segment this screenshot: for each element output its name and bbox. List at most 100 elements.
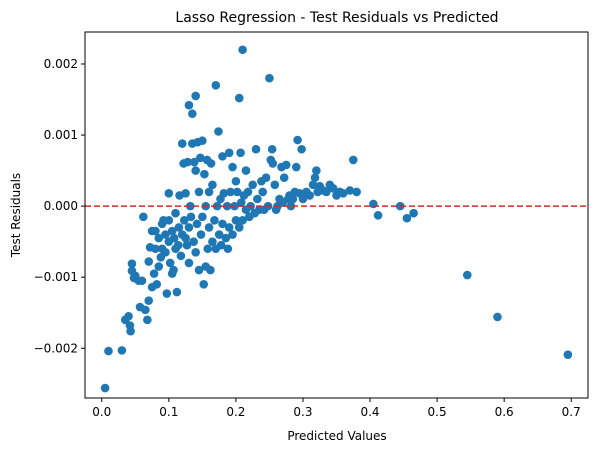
data-point-131 [258, 188, 267, 197]
data-point-14 [139, 212, 148, 221]
data-point-115 [236, 149, 245, 158]
data-point-18 [144, 257, 153, 266]
data-point-68 [191, 166, 200, 175]
data-point-86 [206, 266, 215, 275]
data-point-122 [244, 188, 253, 197]
data-point-172 [349, 156, 358, 165]
data-point-94 [214, 127, 223, 136]
data-point-117 [238, 45, 247, 54]
data-point-13 [138, 276, 147, 285]
data-point-70 [193, 220, 202, 229]
data-point-153 [293, 136, 302, 145]
data-point-138 [268, 159, 277, 168]
data-point-45 [173, 288, 182, 297]
data-point-59 [185, 223, 194, 232]
data-point-127 [252, 145, 261, 154]
data-point-108 [228, 163, 237, 172]
data-point-125 [248, 181, 257, 190]
data-point-179 [463, 271, 472, 280]
data-point-69 [191, 92, 200, 101]
data-point-32 [161, 248, 170, 257]
data-point-178 [409, 209, 418, 218]
data-point-139 [271, 181, 280, 190]
data-point-152 [292, 163, 301, 172]
data-point-77 [198, 136, 207, 145]
data-point-65 [189, 237, 198, 246]
x-tick-label: 0.1 [159, 405, 178, 419]
x-axis-ticks: 0.0 0.1 0.2 0.3 0.4 0.5 0.6 0.7 [92, 398, 581, 419]
data-point-113 [235, 94, 244, 103]
data-point-6 [126, 327, 135, 336]
x-tick-label: 0.2 [226, 405, 245, 419]
x-tick-label: 0.5 [428, 405, 447, 419]
y-axis-ticks: −0.002 −0.001 0.000 0.001 0.002 [34, 57, 85, 355]
data-point-173 [352, 188, 361, 197]
data-point-103 [224, 244, 233, 253]
data-point-2 [118, 346, 127, 355]
data-point-158 [305, 191, 314, 200]
plot-frame [85, 32, 588, 398]
data-point-75 [197, 230, 206, 239]
chart-title: Lasso Regression - Test Residuals vs Pre… [175, 10, 498, 26]
data-point-137 [268, 145, 277, 154]
data-point-4 [124, 312, 133, 321]
data-point-49 [177, 252, 186, 261]
data-point-181 [564, 350, 573, 359]
y-tick-label: −0.002 [34, 341, 78, 355]
data-point-128 [253, 195, 262, 204]
data-point-175 [374, 211, 383, 220]
data-point-34 [163, 289, 172, 298]
data-point-55 [181, 189, 190, 198]
data-point-41 [169, 266, 178, 275]
y-tick-label: 0.002 [44, 57, 78, 71]
data-point-54 [181, 234, 190, 243]
x-tick-label: 0.4 [360, 405, 379, 419]
data-point-84 [205, 223, 214, 232]
data-point-79 [200, 170, 209, 179]
data-point-174 [369, 200, 378, 209]
data-point-44 [171, 209, 180, 218]
data-point-22 [150, 269, 159, 278]
data-point-180 [493, 313, 502, 322]
data-point-120 [242, 166, 251, 175]
data-point-17 [144, 296, 153, 305]
data-point-36 [165, 216, 174, 225]
data-point-105 [225, 149, 234, 158]
data-point-161 [312, 166, 321, 175]
y-tick-label: 0.000 [44, 199, 78, 213]
x-tick-label: 0.0 [92, 405, 111, 419]
data-point-58 [185, 259, 194, 268]
data-point-133 [262, 173, 271, 182]
data-point-135 [265, 74, 274, 83]
data-point-91 [211, 81, 220, 90]
y-axis-label: Test Residuals [9, 173, 23, 258]
data-point-78 [199, 280, 208, 289]
x-axis-label: Predicted Values [287, 429, 386, 443]
x-tick-label: 0.7 [562, 405, 581, 419]
data-point-64 [188, 109, 197, 118]
data-point-1 [104, 347, 113, 356]
data-point-16 [143, 316, 152, 325]
data-point-155 [297, 145, 306, 154]
data-point-62 [187, 212, 196, 221]
data-point-26 [154, 262, 163, 271]
data-point-76 [198, 212, 207, 221]
data-point-89 [208, 181, 217, 190]
data-point-87 [207, 159, 216, 168]
data-points [101, 45, 572, 392]
data-point-145 [280, 173, 289, 182]
data-point-67 [191, 248, 200, 257]
y-tick-label: 0.001 [44, 128, 78, 142]
data-point-160 [311, 173, 320, 182]
data-point-15 [141, 306, 150, 315]
x-tick-label: 0.3 [293, 405, 312, 419]
data-point-37 [165, 189, 174, 198]
data-point-25 [152, 280, 161, 289]
data-point-0 [101, 384, 110, 393]
y-tick-label: −0.001 [34, 270, 78, 284]
data-point-90 [210, 216, 219, 225]
x-tick-label: 0.6 [495, 405, 514, 419]
data-point-83 [203, 244, 212, 253]
data-point-51 [178, 139, 187, 148]
